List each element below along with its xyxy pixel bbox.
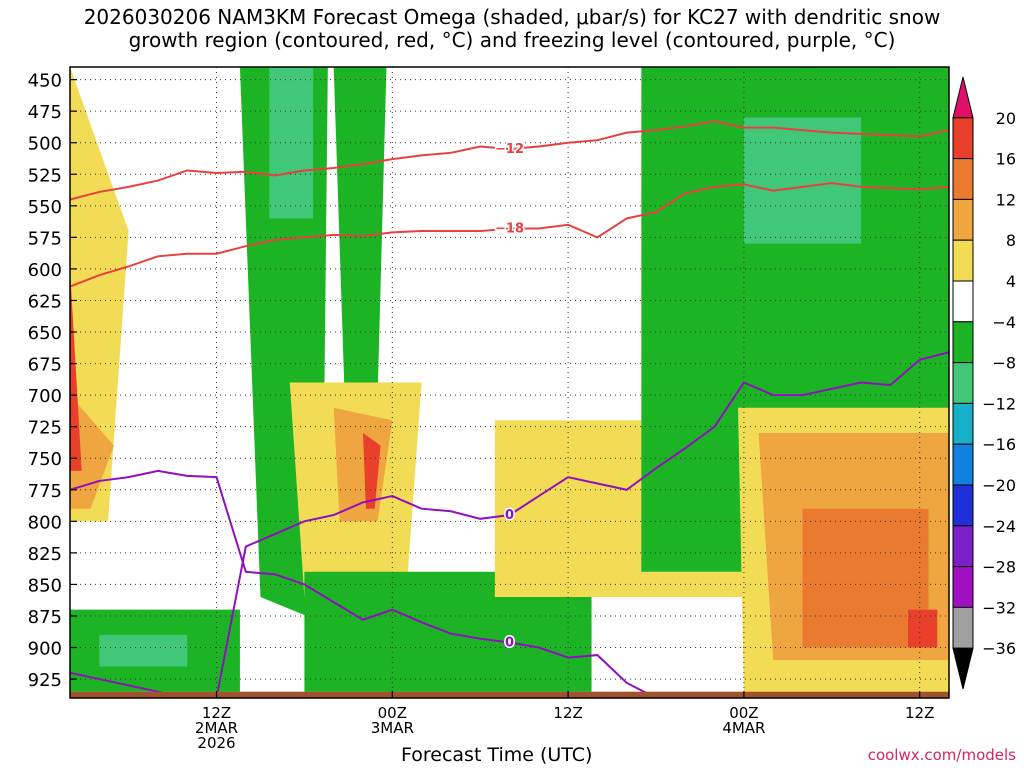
y-tick-label: 925 xyxy=(28,670,62,691)
colorbar-label: −36 xyxy=(982,639,1016,658)
y-tick-label: 675 xyxy=(28,355,62,376)
y-tick-label: 800 xyxy=(28,512,62,533)
colorbar-cell xyxy=(952,158,974,200)
y-tick-label: 475 xyxy=(28,102,62,123)
y-tick-label: 875 xyxy=(28,607,62,628)
colorbar-cell xyxy=(952,321,974,364)
omega-region-5 xyxy=(333,67,387,421)
y-tick-label: 500 xyxy=(28,134,62,155)
y-tick-label: 525 xyxy=(28,165,62,186)
colorbar-label: −4 xyxy=(992,313,1016,332)
colorbar-cell xyxy=(952,362,974,404)
contour-line-1 xyxy=(70,120,949,201)
colorbar-cell xyxy=(952,280,974,323)
y-tick-label: 825 xyxy=(28,544,62,565)
contour-line-2 xyxy=(70,469,658,698)
y-tick-label: 725 xyxy=(28,418,62,439)
contour-labels: −18 −12 0 0 xyxy=(494,141,526,652)
omega-region-4 xyxy=(269,67,314,219)
x-tick-label: 3MAR xyxy=(371,719,414,737)
contour-label: −18 xyxy=(495,222,524,237)
omega-region-18 xyxy=(802,508,929,648)
colorbar-cell xyxy=(952,443,974,486)
y-tick-label: 850 xyxy=(28,575,62,596)
temperature-contours xyxy=(70,120,949,698)
x-tick-label: 12Z xyxy=(202,704,231,722)
colorbar-label: −24 xyxy=(982,517,1016,536)
plot-frame xyxy=(69,66,950,699)
omega-region-2 xyxy=(70,268,82,471)
title-line-2: growth region (contoured, red, °C) and f… xyxy=(128,28,896,52)
colorbar: 20 16 12 8 4 −4 −8 −12 −16 −20 −24 −28 −32 −36 xyxy=(952,76,1016,690)
colorbar-cell xyxy=(952,76,974,119)
y-tick-label: 550 xyxy=(28,197,62,218)
y-tick-label: 650 xyxy=(28,323,62,344)
colorbar-label: 20 xyxy=(996,109,1016,128)
colorbar-label: −12 xyxy=(982,394,1016,413)
colorbar-cell xyxy=(952,117,974,160)
omega-region-19 xyxy=(907,609,938,648)
colorbar-label: −28 xyxy=(982,558,1016,577)
x-tick-label: 00Z xyxy=(378,704,407,722)
omega-region-1 xyxy=(70,395,114,509)
colorbar-label: −16 xyxy=(982,435,1016,454)
y-tick-label: 700 xyxy=(28,386,62,407)
colorbar-cell xyxy=(952,566,974,608)
colorbar-cell xyxy=(952,198,974,241)
contour-label: −12 xyxy=(495,142,524,157)
title-line-1: 2026030206 NAM3KM Forecast Omega (shaded… xyxy=(83,5,941,29)
contour-label: 0 xyxy=(505,508,514,523)
colorbar-cell xyxy=(952,525,974,568)
colorbar-label: 12 xyxy=(996,190,1016,209)
colorbar-label: −8 xyxy=(992,354,1016,373)
x-tick-label: 00Z xyxy=(729,704,758,722)
x-axis-title: Forecast Time (UTC) xyxy=(401,744,593,766)
contour-line-3 xyxy=(70,351,949,698)
colorbar-label: 16 xyxy=(996,150,1016,169)
y-tick-label: 600 xyxy=(28,260,62,281)
omega-shading xyxy=(70,67,949,692)
contour-label: 0 xyxy=(505,635,514,650)
omega-region-7 xyxy=(333,407,393,522)
y-tick-label: 775 xyxy=(28,481,62,502)
colorbar-label: 4 xyxy=(1006,272,1016,291)
colorbar-label: −32 xyxy=(982,598,1016,617)
credit-text: coolwx.com/models xyxy=(867,746,1016,764)
omega-region-8 xyxy=(363,432,381,509)
omega-region-0 xyxy=(70,67,129,522)
contour-line-0 xyxy=(70,182,949,288)
colorbar-cell xyxy=(952,606,974,649)
colorbar-label: −20 xyxy=(982,476,1016,495)
y-tick-label: 575 xyxy=(28,228,62,249)
colorbar-cell xyxy=(952,239,974,282)
x-tick-label: 2MAR xyxy=(195,719,238,737)
y-tick-label: 900 xyxy=(28,639,62,660)
y-tick-label: 450 xyxy=(28,71,62,92)
colorbar-label: 8 xyxy=(1006,231,1016,250)
ground xyxy=(70,691,949,698)
omega-region-15 xyxy=(743,117,862,244)
colorbar-cell xyxy=(952,402,974,445)
y-axis: 450 475 500 525 550 575 600 625 650 675 700 725 750 7… xyxy=(28,71,77,691)
colorbar-cell xyxy=(952,484,974,527)
y-tick-label: 750 xyxy=(28,449,62,470)
omega-region-11 xyxy=(99,634,188,667)
colorbar-cell xyxy=(952,647,974,690)
x-tick-label: 2026 xyxy=(197,734,235,752)
y-tick-label: 625 xyxy=(28,291,62,312)
chart-title: 2026030206 NAM3KM Forecast Omega (shaded… xyxy=(0,6,1024,52)
x-tick-label: 12Z xyxy=(553,704,582,722)
x-tick-label: 4MAR xyxy=(722,719,765,737)
x-tick-label: 12Z xyxy=(905,704,934,722)
